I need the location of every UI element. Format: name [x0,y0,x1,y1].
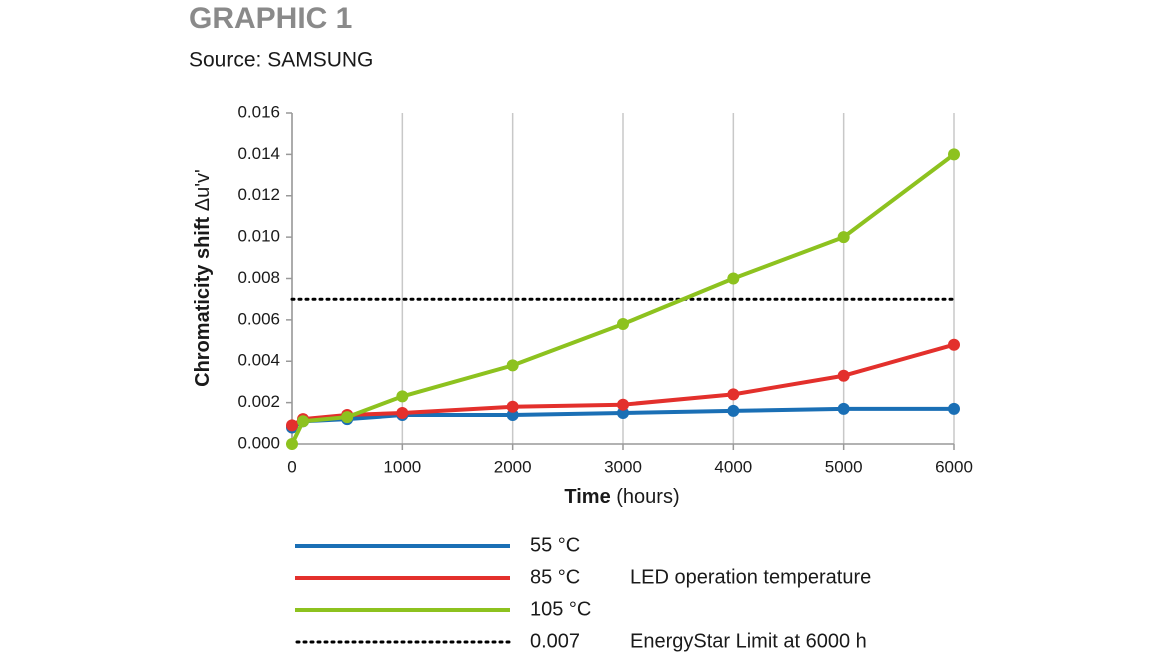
data-point [286,438,298,450]
y-tick-label: 0.000 [237,433,280,452]
data-point [396,406,409,419]
legend-label: 0.007 [530,630,580,652]
x-axis-label-main: Time [564,486,610,508]
x-tick-label: 3000 [604,457,642,476]
y-axis-label: Chromaticity shift Δu'v' [192,169,214,387]
y-tick-label: 0.016 [237,102,280,121]
data-point [837,369,850,382]
data-point [837,231,850,244]
x-tick-label: 4000 [714,457,752,476]
legend-description: EnergyStar Limit at 6000 h [630,630,867,652]
x-axis-label: Time (hours) [564,486,679,508]
data-point [506,400,519,413]
y-tick-label: 0.012 [237,185,280,204]
x-tick-label: 5000 [825,457,863,476]
y-axis-label-main: Chromaticity shift [192,217,214,387]
legend-label: 105 °C [530,598,591,620]
x-tick-label: 6000 [935,457,973,476]
chart-subtitle: Source: SAMSUNG [189,49,373,72]
x-tick-label: 0 [287,457,296,476]
y-tick-label: 0.010 [237,227,280,246]
data-point [948,148,960,161]
data-point [837,402,850,415]
y-tick-label: 0.004 [237,351,280,370]
data-point [341,411,354,424]
y-tick-label: 0.008 [237,268,280,287]
legend-label: 55 °C [530,534,580,556]
data-point [396,390,409,403]
legend-label: 85 °C [530,566,580,588]
data-point [948,338,960,351]
data-point [948,402,960,415]
data-point [727,404,740,417]
y-tick-label: 0.006 [237,309,280,328]
data-point [506,409,519,422]
data-point [506,359,519,372]
x-tick-label: 1000 [383,457,421,476]
data-point [727,388,740,401]
y-tick-label: 0.002 [237,392,280,411]
y-tick-label: 0.014 [237,144,280,163]
chart-title: GRAPHIC 1 [189,2,352,35]
x-axis-label-unit: (hours) [616,486,679,508]
legend-group-label: LED operation temperature [630,566,871,588]
data-point [617,398,629,411]
x-tick-label: 2000 [494,457,532,476]
data-point [297,415,310,428]
data-point [286,419,298,432]
data-point [617,406,629,419]
y-axis-label-unit: Δu'v' [192,169,214,211]
data-point [727,272,740,285]
data-point [617,318,629,331]
